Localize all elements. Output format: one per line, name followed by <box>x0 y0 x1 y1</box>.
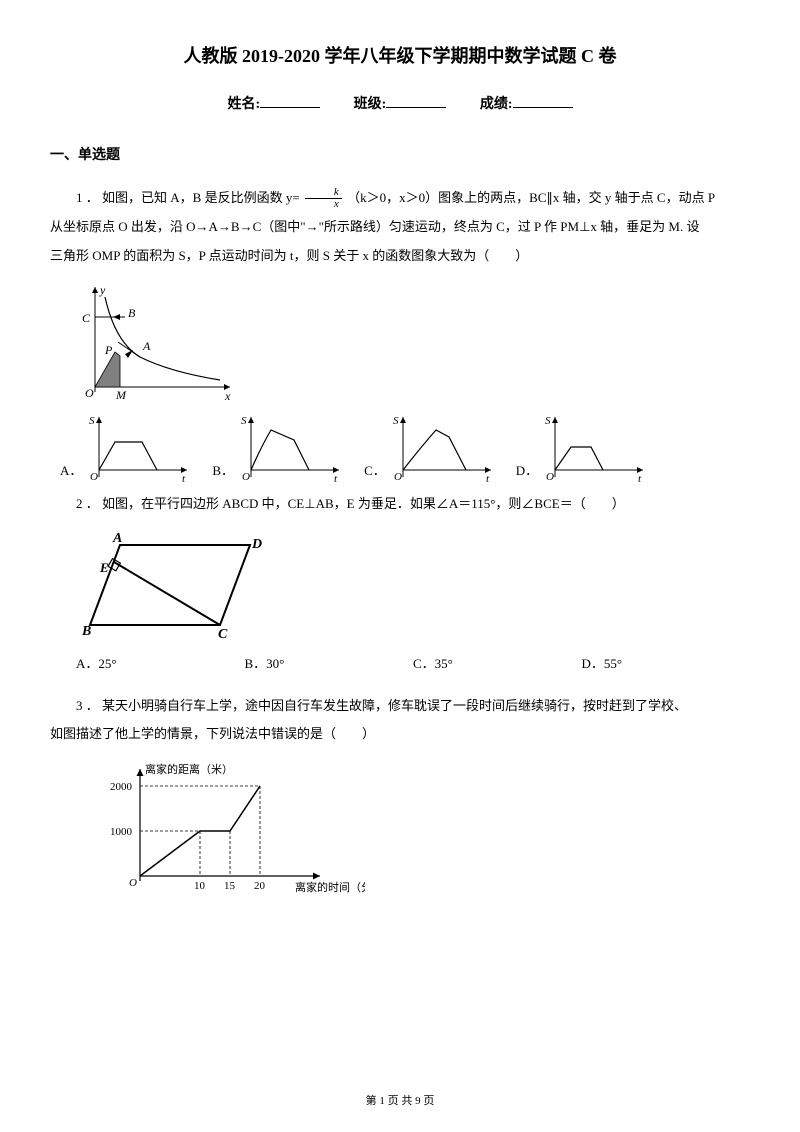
svg-text:t: t <box>486 473 490 482</box>
q1-option-d: D． S t O <box>516 412 648 482</box>
label-b: B <box>128 306 136 320</box>
svg-text:C: C <box>218 627 228 640</box>
frac-den: x <box>305 199 342 210</box>
svg-text:O: O <box>242 471 250 482</box>
svg-text:t: t <box>638 473 642 482</box>
q1-line2: 从坐标原点 O 出发，沿 O→A→B→C（图中"→"所示路线）匀速运动，终点为 … <box>50 215 750 238</box>
label-a: A <box>142 339 151 353</box>
q3-chart: 离家的距离（米） 离家的时间（分） O 1000 2000 10 15 20 <box>105 761 750 901</box>
label-c: C <box>82 311 91 325</box>
q2-opt-a: A．25° <box>76 652 245 675</box>
svg-text:O: O <box>394 471 402 482</box>
svg-text:S: S <box>89 415 95 427</box>
svg-text:D: D <box>251 537 262 552</box>
question-2: 2 ． 如图，在平行四边形 ABCD 中，CE⊥AB，E 为垂足．如果∠A＝11… <box>50 492 750 515</box>
svg-text:10: 10 <box>194 880 206 892</box>
q2-number: 2 ． <box>76 496 99 511</box>
svg-text:15: 15 <box>224 880 236 892</box>
svg-text:离家的时间（分）: 离家的时间（分） <box>295 880 365 894</box>
svg-text:O: O <box>90 471 98 482</box>
q1-main-figure: y x O C B A P M <box>80 282 750 402</box>
label-o: O <box>85 386 94 400</box>
q1-hyperbola-figure: y x O C B A P M <box>80 282 240 402</box>
svg-text:离家的距离（米）: 离家的距离（米） <box>145 762 233 776</box>
label-p: P <box>104 343 113 357</box>
q1-options-row: A． S t O B． S t O C． S t O <box>60 412 750 482</box>
svg-text:20: 20 <box>254 880 266 892</box>
q3-line2: 如图描述了他上学的情景，下列说法中错误的是（ ） <box>50 722 750 745</box>
svg-text:O: O <box>546 471 554 482</box>
label-y: y <box>99 283 106 297</box>
svg-text:S: S <box>241 415 247 427</box>
q2-figure: A D B C E <box>80 530 750 640</box>
q2-opt-c: C．35° <box>413 652 582 675</box>
svg-text:t: t <box>334 473 338 482</box>
q1-line3: 三角形 OMP 的面积为 S，P 点运动时间为 t，则 S 关于 x 的函数图象… <box>50 244 750 267</box>
opt-b-label: B． <box>212 459 234 482</box>
q1-option-b: B． S t O <box>212 412 344 482</box>
svg-text:S: S <box>545 415 551 427</box>
svg-text:B: B <box>81 624 91 639</box>
question-3: 3 ． 某天小明骑自行车上学，途中因自行车发生故障，修车耽误了一段时间后继续骑行… <box>50 694 750 746</box>
question-1: 1 ． 如图，已知 A，B 是反比例函数 y= k x （k＞0，x＞0）图象上… <box>50 186 750 267</box>
page-title: 人教版 2019-2020 学年八年级下学期期中数学试题 C 卷 <box>50 40 750 72</box>
label-m: M <box>115 388 127 402</box>
q1-number: 1 ． <box>76 190 99 205</box>
svg-text:t: t <box>182 473 186 482</box>
svg-text:1000: 1000 <box>110 826 133 838</box>
svg-text:O: O <box>129 877 137 889</box>
score-label: 成绩: <box>480 97 513 112</box>
opt-c-label: C． <box>364 459 386 482</box>
q3-text1: 某天小明骑自行车上学，途中因自行车发生故障，修车耽误了一段时间后继续骑行，按时赶… <box>102 698 687 713</box>
info-row: 姓名: 班级: 成绩: <box>50 92 750 117</box>
q1-option-c: C． S t O <box>364 412 496 482</box>
opt-a-label: A． <box>60 459 82 482</box>
svg-text:E: E <box>99 560 109 575</box>
label-x: x <box>224 389 231 402</box>
svg-text:S: S <box>393 415 399 427</box>
q2-opt-b: B．30° <box>245 652 414 675</box>
svg-text:2000: 2000 <box>110 781 133 793</box>
name-label: 姓名: <box>227 97 260 112</box>
class-blank <box>386 107 446 108</box>
score-blank <box>513 107 573 108</box>
name-blank <box>260 107 320 108</box>
page-footer: 第 1 页 共 9 页 <box>366 1092 435 1112</box>
q1-text2: （k＞0，x＞0）图象上的两点，BC∥x 轴，交 y 轴于点 C，动点 P <box>347 190 715 205</box>
q2-options: A．25° B．30° C．35° D．55° <box>76 652 750 675</box>
q2-text: 如图，在平行四边形 ABCD 中，CE⊥AB，E 为垂足．如果∠A＝115°，则… <box>102 496 625 511</box>
q1-option-a: A． S t O <box>60 412 192 482</box>
q2-opt-d: D．55° <box>582 652 751 675</box>
fraction-kx: k x <box>305 187 342 210</box>
q3-number: 3 ． <box>76 698 99 713</box>
class-label: 班级: <box>354 97 387 112</box>
q1-text1: 如图，已知 A，B 是反比例函数 y= <box>102 190 300 205</box>
section-header: 一、单选题 <box>50 143 750 168</box>
opt-d-label: D． <box>516 459 538 482</box>
svg-text:A: A <box>112 531 122 546</box>
